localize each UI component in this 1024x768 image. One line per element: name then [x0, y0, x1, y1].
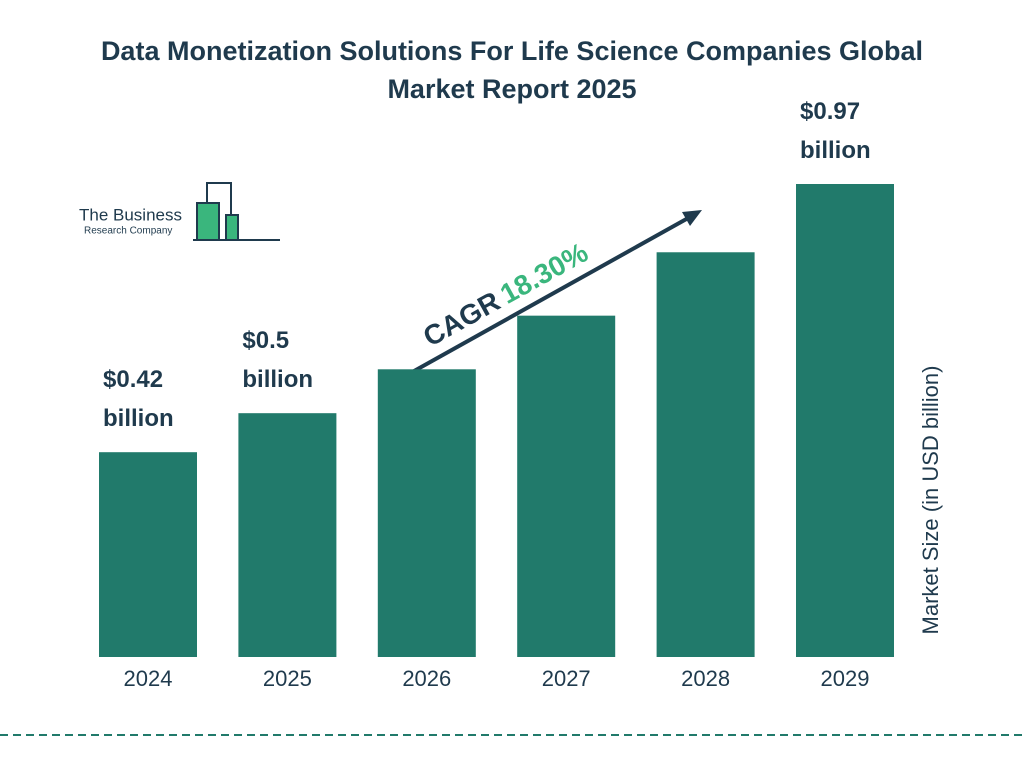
logo	[193, 182, 280, 241]
x-tick-label: 2029	[821, 666, 870, 691]
value-label: $0.42 billion	[103, 366, 174, 433]
x-tick-label: 2028	[681, 666, 730, 691]
cagr-arrow	[397, 210, 702, 382]
y-axis-label: Market Size (in USD billion)	[918, 366, 943, 635]
value-label: $0.97 billion	[800, 98, 871, 164]
bar	[796, 184, 894, 657]
x-tick-label: 2024	[124, 666, 173, 691]
logo-subtext: Research Company	[84, 226, 172, 237]
bar	[99, 452, 197, 657]
bar	[377, 369, 476, 657]
bar	[238, 413, 337, 657]
logo-text: The Business	[79, 205, 182, 224]
x-tick-label: 2025	[263, 666, 312, 691]
value-label: $0.5 billion	[242, 327, 314, 394]
x-tick-label: 2026	[402, 666, 451, 691]
bar	[517, 315, 616, 657]
x-tick-label: 2027	[542, 666, 591, 691]
bar	[656, 252, 755, 657]
chart-title: Data Monetization Solutions For Life Sci…	[100, 36, 924, 104]
